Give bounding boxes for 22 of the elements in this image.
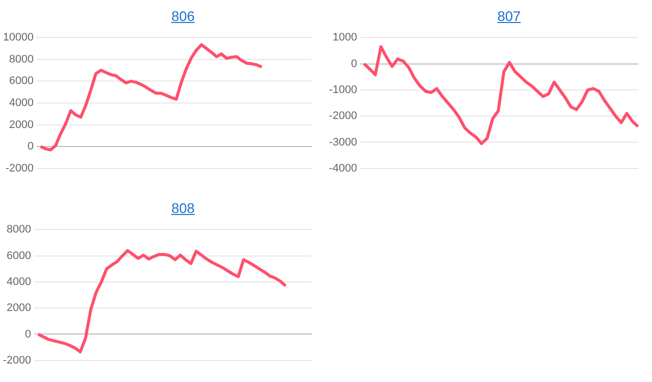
y-tick-label: 2000 xyxy=(9,118,34,131)
chart-title: 807 xyxy=(496,8,522,24)
y-tick-label: 1000 xyxy=(332,32,358,44)
y-tick-label: -4000 xyxy=(328,162,358,174)
y-tick-label: 0 xyxy=(27,140,34,153)
y-tick-label: -2000 xyxy=(328,110,358,122)
y-tick-label: 6000 xyxy=(9,75,34,88)
y-tick-label: 4000 xyxy=(6,276,32,288)
y-tick-label: 8000 xyxy=(9,53,34,66)
chart-title: 806 xyxy=(170,8,196,24)
y-tick-label: 8000 xyxy=(6,224,32,236)
y-tick-label: 4000 xyxy=(9,97,34,110)
y-tick-label: 2000 xyxy=(6,302,32,314)
y-tick-label: 6000 xyxy=(6,250,32,262)
y-tick-label: -1000 xyxy=(328,84,358,96)
y-tick-label: -3000 xyxy=(328,136,358,148)
y-tick-label: 0 xyxy=(351,58,358,70)
y-tick-label: -2000 xyxy=(5,162,34,174)
chart-title: 808 xyxy=(170,200,196,216)
y-tick-label: -2000 xyxy=(2,354,32,366)
y-tick-label: 0 xyxy=(25,328,32,340)
y-tick-label: 10000 xyxy=(2,32,34,44)
